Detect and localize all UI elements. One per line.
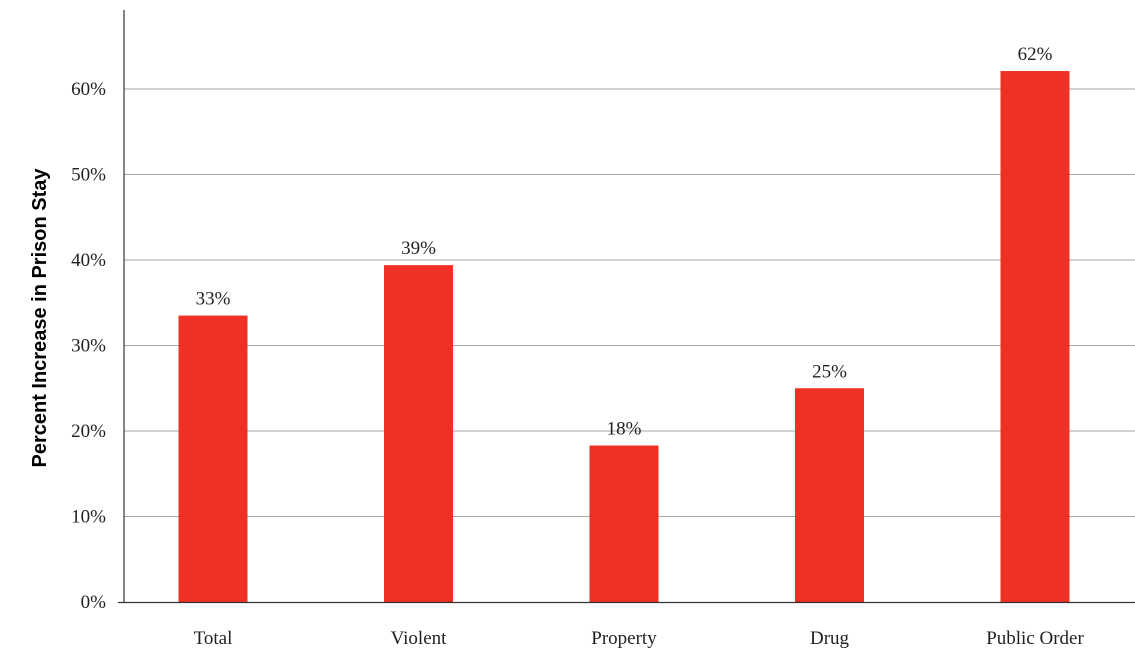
y-tick-label: 30%	[71, 336, 106, 357]
x-tick-label: Property	[591, 628, 657, 649]
x-tick-label: Violent	[391, 628, 448, 649]
bar-violent	[384, 265, 453, 602]
y-tick-label: 0%	[81, 592, 107, 613]
x-tick-label: Total	[194, 628, 233, 649]
y-tick-label: 10%	[71, 507, 106, 528]
data-label: 18%	[607, 419, 642, 440]
bar-drug	[795, 388, 864, 602]
bar-total	[178, 315, 248, 602]
y-tick-labels: 0% 10% 20% 30% 40% 50% 60%	[71, 79, 106, 613]
gridlines	[124, 88, 1135, 517]
y-axis-label: Percent Increase in Prison Stay	[29, 168, 51, 468]
x-tick-label: Drug	[810, 628, 850, 649]
y-tick-label: 60%	[71, 79, 106, 100]
x-tick-labels: Total Violent Property Drug Public Order	[194, 628, 1085, 649]
x-tick-label: Public Order	[986, 628, 1084, 649]
data-label: 25%	[812, 361, 847, 382]
data-label: 39%	[401, 238, 436, 259]
bar-property	[589, 445, 659, 602]
data-label: 33%	[196, 289, 231, 310]
y-tick-label: 40%	[71, 250, 106, 271]
bar-public-order	[1000, 71, 1070, 603]
y-tick-label: 50%	[71, 165, 106, 186]
data-label: 62%	[1018, 44, 1053, 65]
bars	[178, 71, 1070, 603]
y-tick-label: 20%	[71, 421, 106, 442]
data-labels: 33% 39% 18% 25% 62%	[196, 44, 1053, 439]
